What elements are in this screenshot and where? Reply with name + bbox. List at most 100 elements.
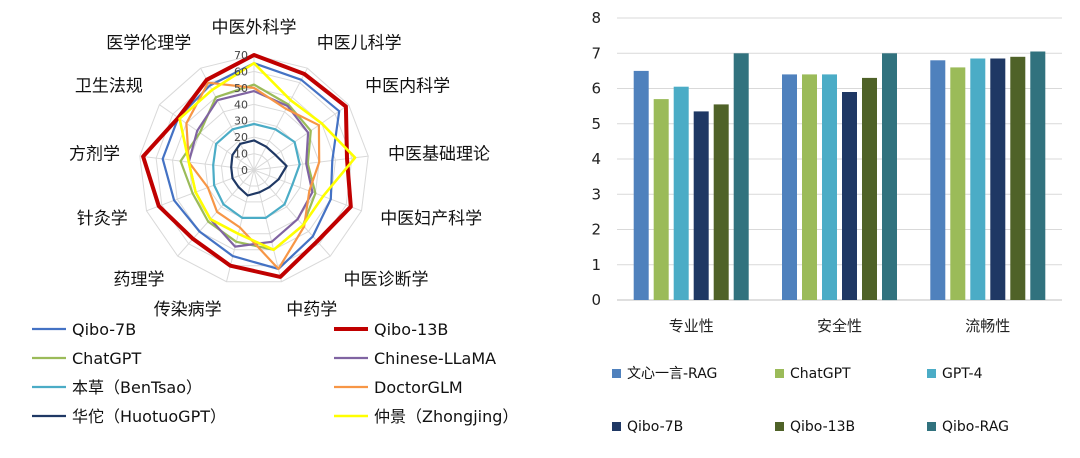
radar-axis-label: 方剂学	[69, 145, 120, 165]
radar-spoke-2	[253, 104, 349, 171]
radar-series	[141, 53, 357, 279]
radar-spoke-7	[226, 169, 255, 282]
radar-axis-label: 中医基础理论	[388, 145, 490, 165]
radar-series-3	[187, 89, 314, 248]
radar-tick-label: 0	[241, 164, 248, 177]
bar-category-labels: 专业性 安全性 流畅性	[669, 317, 1011, 335]
bar-y-tick-label: 0	[591, 291, 601, 309]
radar-legend: Qibo-7B Qibo-13B ChatGPT Chinese-LLaMA 本草（Be…	[32, 320, 518, 426]
bar	[653, 99, 669, 300]
radar-axis-label: 传染病学	[154, 300, 222, 320]
radar-grid-ring-50	[171, 87, 337, 251]
radar-tick-label: 40	[234, 98, 248, 111]
bar-y-tick-label: 5	[591, 115, 601, 133]
bar	[1030, 51, 1046, 300]
bar-legend-swatch	[775, 422, 784, 431]
bar	[930, 60, 946, 300]
bar	[882, 53, 897, 301]
bar	[713, 104, 729, 301]
radar-tick-label: 10	[234, 148, 248, 161]
bar-y-tick-label: 2	[591, 221, 601, 239]
radar-grid-ring-70	[139, 54, 369, 283]
bar	[842, 92, 857, 300]
bar	[673, 86, 689, 300]
bar-legend-item: GPT-4	[942, 366, 983, 382]
radar-spoke-3	[253, 155, 369, 171]
radar-tick-label: 70	[234, 49, 248, 62]
radar-spoke-4	[253, 169, 362, 212]
radar-tick-label: 30	[234, 115, 248, 128]
radar-spoke-1	[253, 67, 308, 171]
bar-y-tick-labels: 0 1 2 3 4 5 6 7 8	[591, 9, 601, 309]
bar-y-tick-label: 3	[591, 185, 601, 203]
bar-y-tick-label: 8	[591, 9, 601, 27]
bar	[693, 111, 709, 301]
radar-tick-label: 50	[234, 82, 248, 95]
radar-axis-label: 针灸学	[77, 209, 128, 229]
bar-gridlines	[617, 17, 1062, 301]
radar-series-7	[178, 61, 357, 252]
legend-item: 仲景（Zhongjing）	[374, 407, 518, 426]
bar	[802, 74, 817, 301]
legend-item: Qibo-7B	[72, 320, 136, 339]
bar-legend-item: Qibo-13B	[790, 419, 855, 435]
radar-series-4	[212, 122, 301, 219]
radar-axis-label: 中医妇产科学	[380, 209, 482, 229]
bar	[633, 70, 649, 301]
bar	[990, 58, 1006, 300]
bar-marks	[633, 51, 1046, 301]
legend-item: ChatGPT	[72, 349, 141, 368]
radar-axis-label: 中医诊断学	[344, 270, 429, 290]
bar-legend-swatch	[927, 369, 936, 378]
bar-category-label: 安全性	[817, 317, 862, 335]
bar-category-label: 流畅性	[965, 317, 1010, 335]
radar-series-5	[185, 81, 321, 270]
bar-legend-item: ChatGPT	[790, 366, 851, 382]
radar-spoke-8	[177, 169, 255, 257]
legend-item: Chinese-LLaMA	[374, 349, 496, 368]
radar-series-2	[179, 83, 317, 251]
radar-spoke-11	[159, 104, 255, 171]
bar-legend-item: 文心一言-RAG	[627, 366, 717, 382]
radar-grid-ring-10	[237, 153, 271, 187]
legend-item: Qibo-13B	[374, 320, 448, 339]
bar	[862, 77, 877, 301]
bar	[733, 53, 749, 301]
bar	[782, 74, 797, 301]
radar-spoke-9	[146, 169, 255, 212]
radar-axis-label: 中医儿科学	[317, 34, 402, 54]
radar-tick-label: 60	[234, 65, 248, 78]
radar-axis-label: 中药学	[286, 300, 337, 320]
bar	[970, 58, 986, 300]
radar-series-1	[141, 53, 353, 279]
radar-series-0	[161, 62, 341, 270]
radar-axis-label: 中医外科学	[212, 18, 297, 38]
radar-grid-ring-20	[220, 136, 288, 203]
legend-item: DoctorGLM	[374, 378, 463, 397]
radar-series-6	[230, 139, 288, 197]
bar-legend-swatch	[927, 422, 936, 431]
bar	[950, 67, 966, 301]
radar-chart: 0 10 20 30 40 50 60 70 中医外科学中医儿科学中医内科学中医基础理论中医妇…	[32, 18, 518, 426]
bar-y-tick-label: 1	[591, 256, 601, 274]
bar-category-label: 专业性	[669, 317, 714, 335]
bar-legend-item: Qibo-7B	[627, 419, 683, 435]
bar-legend-swatch	[612, 369, 621, 378]
radar-tick-label: 20	[234, 131, 248, 144]
bar-y-tick-label: 6	[591, 80, 601, 98]
legend-item: 本草（BenTsao）	[72, 378, 202, 397]
radar-axis-label: 中医内科学	[365, 76, 450, 96]
bar	[822, 74, 837, 301]
bar-legend-item: Qibo-RAG	[942, 419, 1009, 435]
bar-y-tick-label: 4	[591, 150, 601, 168]
bar-y-tick-label: 7	[591, 44, 601, 62]
legend-item: 华佗（HuotuoGPT）	[72, 407, 226, 426]
radar-spoke-6	[253, 169, 282, 282]
radar-tick-labels: 0 10 20 30 40 50 60 70	[234, 49, 248, 177]
bar-legend: 文心一言-RAG ChatGPT GPT-4 Qibo-7B Qibo-13B Qibo-…	[612, 366, 1009, 435]
radar-axis-label: 卫生法规	[75, 76, 143, 96]
radar-axis-label: 医学伦理学	[106, 34, 191, 54]
bar-legend-swatch	[775, 369, 784, 378]
radar-axis-label: 药理学	[114, 270, 165, 290]
